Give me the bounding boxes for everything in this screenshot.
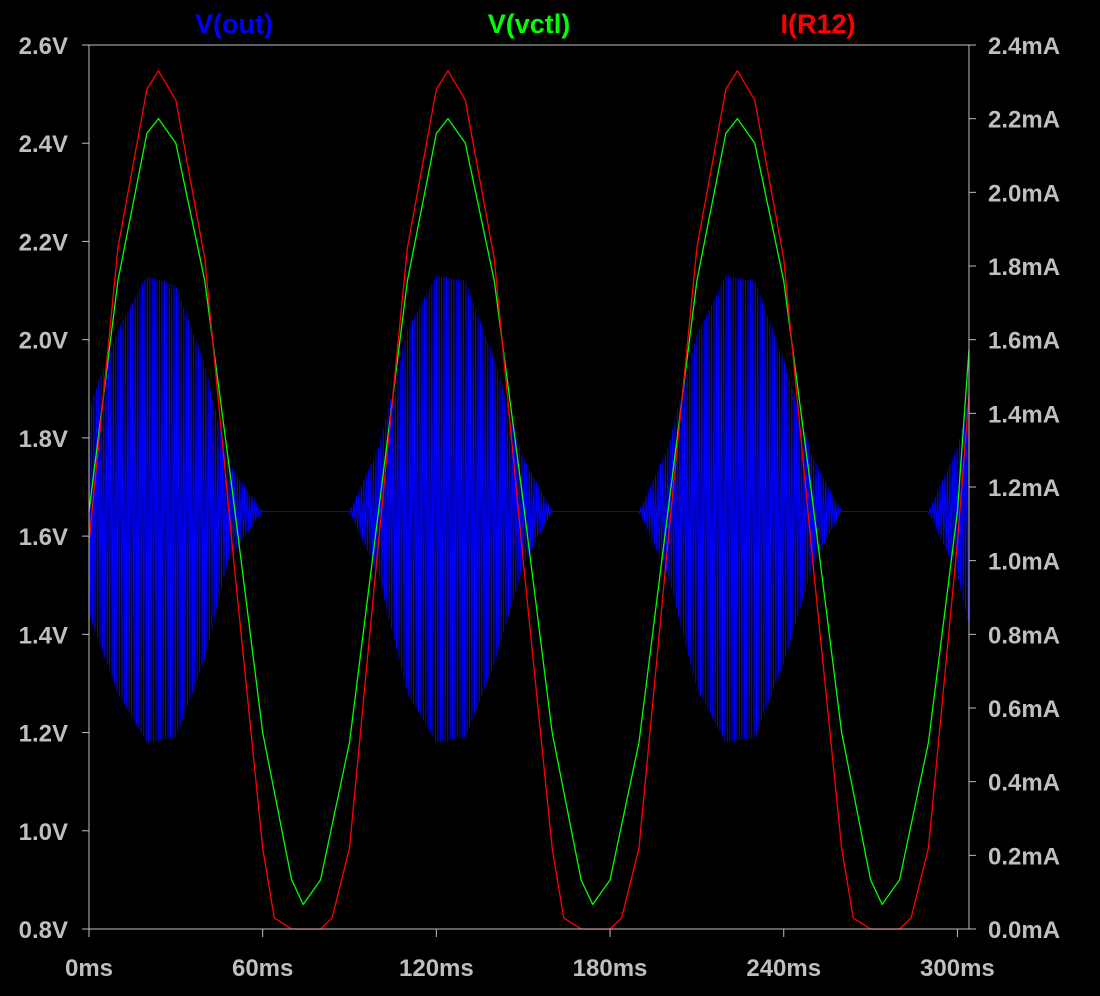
y-left-tick-label: 1.0V (19, 819, 68, 846)
y-right-tick-label: 2.2mA (988, 107, 1060, 134)
x-tick-label: 240ms (746, 955, 821, 982)
y-right-tick-label: 0.4mA (988, 770, 1060, 797)
y-right-tick-label: 1.2mA (988, 475, 1060, 502)
y-left-tick-label: 2.2V (19, 229, 68, 256)
x-tick-label: 120ms (399, 955, 474, 982)
y-left-tick-label: 1.4V (19, 622, 68, 649)
y-right-tick-label: 0.8mA (988, 622, 1060, 649)
y-left-tick-label: 2.6V (19, 33, 68, 60)
legend-label-v-out[interactable]: V(out) (195, 9, 273, 39)
x-tick-label: 300ms (920, 955, 995, 982)
y-right-tick-label: 2.4mA (988, 33, 1060, 60)
x-tick-label: 180ms (573, 955, 648, 982)
y-right-tick-label: 1.8mA (988, 254, 1060, 281)
y-right-tick-label: 1.0mA (988, 549, 1060, 576)
y-left-tick-label: 1.6V (19, 524, 68, 551)
y-right-tick-label: 0.6mA (988, 696, 1060, 723)
y-right-tick-label: 0.0mA (988, 917, 1060, 944)
y-right-tick-label: 0.2mA (988, 843, 1060, 870)
legend-label-i-r12[interactable]: I(R12) (780, 9, 855, 39)
y-right-tick-label: 2.0mA (988, 180, 1060, 207)
y-left-tick-label: 0.8V (19, 917, 68, 944)
y-right-tick-label: 1.4mA (988, 401, 1060, 428)
legend-label-v-vctl[interactable]: V(vctl) (488, 9, 571, 39)
x-tick-label: 60ms (232, 955, 293, 982)
y-left-tick-label: 2.0V (19, 328, 68, 355)
y-left-tick-label: 1.8V (19, 426, 68, 453)
y-right-tick-label: 1.6mA (988, 328, 1060, 355)
x-tick-label: 0ms (65, 955, 113, 982)
y-left-tick-label: 1.2V (19, 721, 68, 748)
y-left-tick-label: 2.4V (19, 131, 68, 158)
